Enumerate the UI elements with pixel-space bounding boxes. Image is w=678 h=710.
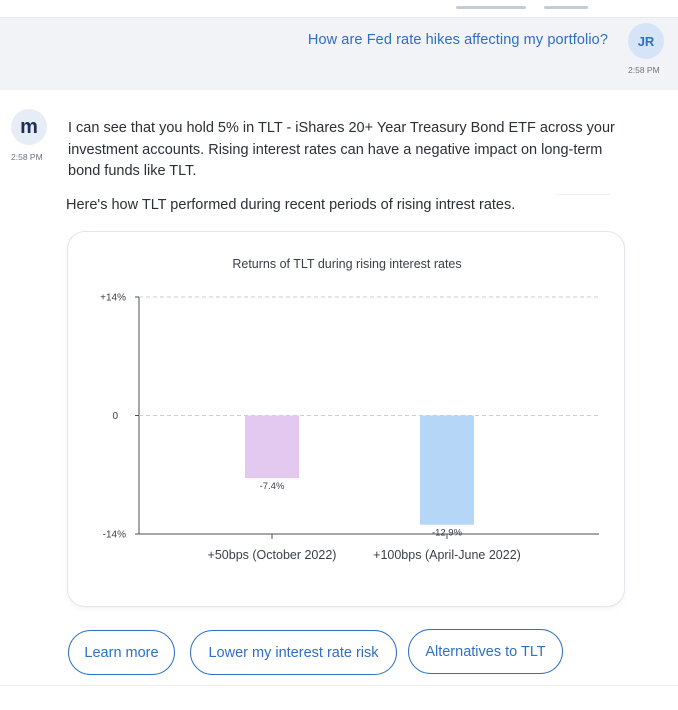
user-message-time: 2:58 PM [628,65,660,75]
bar-2 [420,415,474,525]
y-tick-label: -14% [103,530,126,541]
lower-interest-rate-risk-button[interactable]: Lower my interest rate risk [190,630,397,675]
alternatives-to-tlt-button[interactable]: Alternatives to TLT [408,629,563,674]
user-message-row: How are Fed rate hikes affecting my port… [0,18,678,90]
x-tick-label: +100bps (April-June 2022) [373,548,521,562]
assistant-message-text: I can see that you hold 5% in TLT - iSha… [68,120,615,179]
learn-more-button[interactable]: Learn more [68,630,175,675]
app-logo [14,0,154,4]
top-nav [438,0,658,9]
composer-divider [0,685,678,686]
bar-chart: Returns of TLT during rising interest ra… [100,257,599,562]
user-avatar: JR [628,23,664,59]
assistant-message-time: 2:58 PM [11,152,43,162]
y-tick-label: +14% [100,293,126,304]
bar-value-label: -12.9% [432,528,463,539]
bar-1 [245,415,299,479]
top-bar [0,0,678,18]
divider [556,194,610,195]
y-tick-label: 0 [112,411,118,422]
assistant-avatar: m [11,109,47,145]
assistant-message-intro: Here's how TLT performed during recent p… [66,197,516,213]
chart-title: Returns of TLT during rising interest ra… [232,257,461,271]
x-tick-label: +50bps (October 2022) [208,548,337,562]
bar-value-label: -7.4% [260,481,285,492]
user-message-text: How are Fed rate hikes affecting my port… [307,32,608,48]
chart-card: Returns of TLT during rising interest ra… [67,231,625,607]
